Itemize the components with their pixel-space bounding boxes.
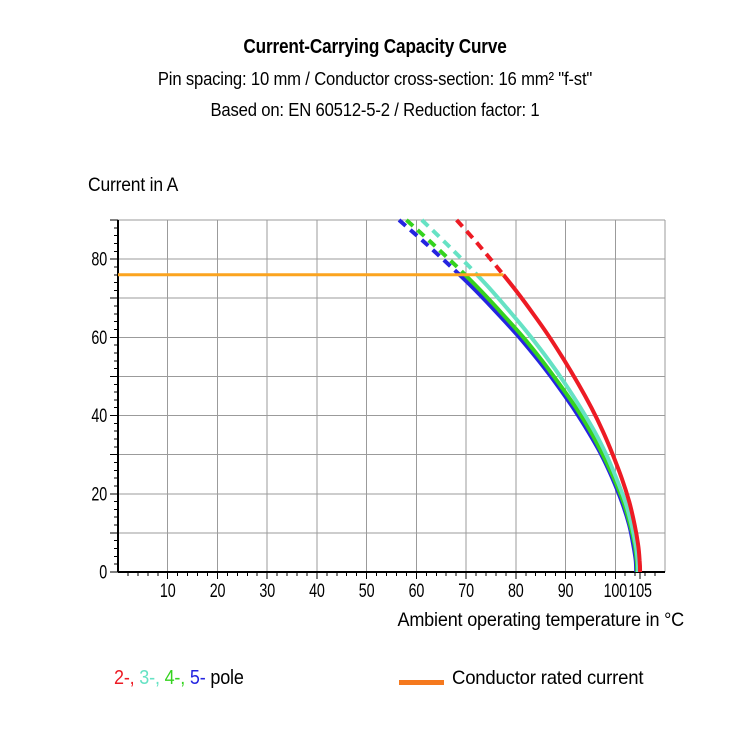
svg-text:80: 80 bbox=[508, 581, 524, 602]
svg-text:10: 10 bbox=[160, 581, 176, 602]
pole-legend-suffix: pole bbox=[205, 667, 244, 689]
y-tick-labels: 0 20 40 60 80 bbox=[91, 250, 107, 584]
x-axis-title: Ambient operating temperature in °C bbox=[397, 610, 684, 631]
svg-text:60: 60 bbox=[409, 581, 425, 602]
pole-legend-item-2: 2-, bbox=[114, 667, 135, 689]
svg-text:30: 30 bbox=[259, 581, 275, 602]
chart-title: Current-Carrying Capacity Curve bbox=[243, 36, 507, 58]
chart-subtitle-standard: Based on: EN 60512-5-2 / Reduction facto… bbox=[210, 99, 540, 120]
curve-5-pole-dashed bbox=[397, 218, 461, 277]
svg-text:70: 70 bbox=[458, 581, 474, 602]
svg-text:90: 90 bbox=[558, 581, 574, 602]
svg-text:20: 20 bbox=[210, 581, 226, 602]
svg-text:80: 80 bbox=[91, 250, 107, 271]
curve-3-pole-dashed bbox=[420, 218, 479, 277]
rated-current-swatch bbox=[399, 680, 444, 685]
svg-text:0: 0 bbox=[99, 563, 107, 584]
curves bbox=[397, 218, 643, 573]
x-tick-labels: 10 20 30 40 50 60 70 80 90 100 105 bbox=[160, 581, 652, 602]
curve-2-pole-dashed bbox=[455, 218, 505, 277]
curve-4-pole-solid bbox=[463, 273, 640, 573]
axis-lines bbox=[117, 220, 665, 573]
curve-2-pole-solid bbox=[501, 273, 643, 573]
svg-text:100: 100 bbox=[604, 581, 627, 602]
curve-5-pole-solid bbox=[458, 273, 639, 573]
pole-legend-item-3: 3-, bbox=[139, 667, 160, 689]
y-axis-title: Current in A bbox=[88, 175, 179, 196]
svg-text:40: 40 bbox=[309, 581, 325, 602]
axis-ticks bbox=[110, 219, 656, 579]
chart-subtitle-spec: Pin spacing: 10 mm / Conductor cross-sec… bbox=[157, 68, 593, 89]
curve-3-pole-solid bbox=[475, 273, 641, 573]
gridlines bbox=[118, 219, 666, 572]
curve-4-pole-dashed bbox=[405, 218, 467, 277]
svg-text:60: 60 bbox=[91, 328, 107, 349]
svg-text:20: 20 bbox=[91, 484, 107, 505]
svg-text:50: 50 bbox=[359, 581, 375, 602]
pole-legend-item-4: 4-, bbox=[164, 667, 186, 689]
pole-legend-item-5: 5- bbox=[189, 667, 206, 689]
rated-current-legend-label: Conductor rated current bbox=[452, 667, 644, 689]
svg-text:40: 40 bbox=[91, 406, 107, 427]
svg-text:105: 105 bbox=[628, 581, 651, 602]
pole-legend: 2-, 3-, 4-, 5- pole bbox=[114, 667, 244, 690]
